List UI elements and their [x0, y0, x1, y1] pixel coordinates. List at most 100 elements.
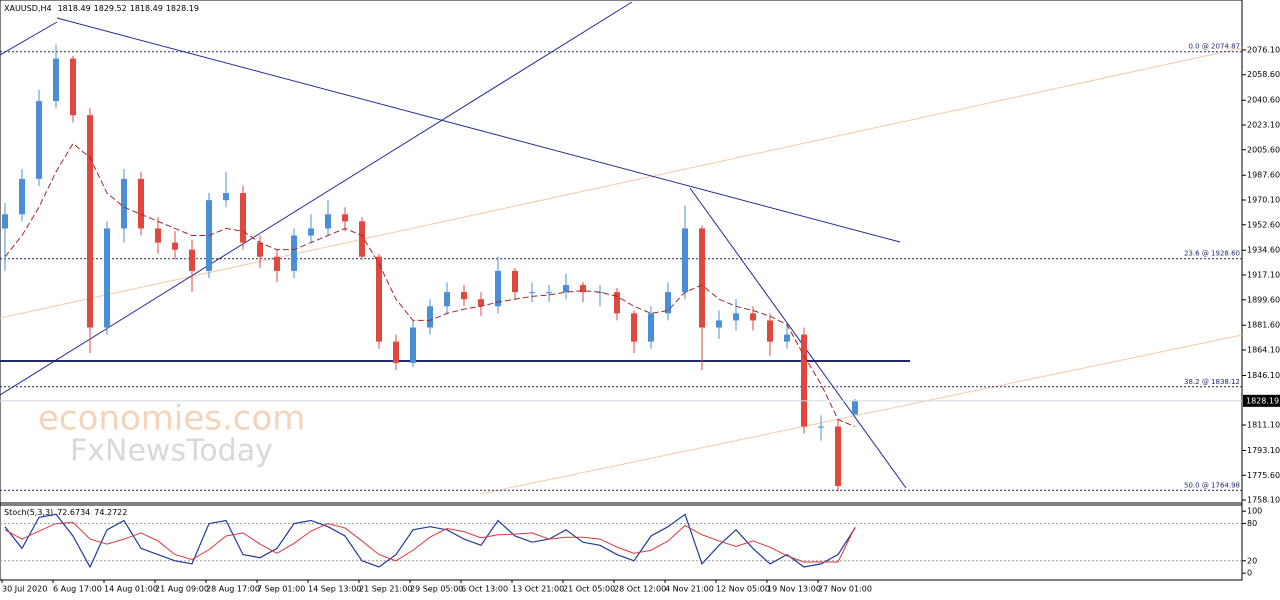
x-tick-label: 6 Oct 13:00 — [461, 585, 508, 594]
candle-body — [563, 285, 569, 293]
y-tick-label: 1952.60 — [1247, 220, 1280, 229]
x-tick-label: 13 Oct 21:00 — [512, 585, 564, 594]
candle-body — [393, 341, 399, 363]
candle-body — [784, 334, 790, 342]
x-tick-label: 28 Aug 17:00 — [206, 585, 260, 594]
watermark: FxNewsToday — [70, 434, 273, 469]
chart-header: XAUUSD,H4 1818.49 1829.52 1818.49 1828.19 — [4, 4, 199, 13]
y-tick-label: 2076.10 — [1247, 45, 1280, 54]
x-tick-label: 30 Jul 2020 — [2, 585, 47, 594]
current-price-box — [1243, 394, 1280, 407]
candle-body — [512, 270, 518, 293]
ohlc-close: 1828.19 — [166, 4, 199, 13]
candle-body — [291, 235, 297, 271]
x-tick-label: 21 Aug 09:00 — [155, 585, 209, 594]
candle-body — [19, 178, 25, 215]
x-tick-label: 19 Nov 13:00 — [767, 585, 821, 594]
watermark: economies.com — [38, 399, 305, 439]
y-tick-label: 1864.10 — [1247, 346, 1280, 355]
stoch-tick-label: 100 — [1247, 507, 1262, 516]
stoch-tick-label: 80 — [1247, 519, 1257, 528]
candle-body — [53, 58, 59, 102]
candle-body — [121, 178, 127, 229]
x-tick-label: 12 Nov 05:00 — [716, 585, 770, 594]
candle-body — [546, 292, 552, 294]
x-tick-label: 28 Oct 12:00 — [614, 585, 666, 594]
candle-body — [325, 214, 331, 229]
candle-body — [223, 193, 229, 201]
candle-body — [172, 242, 178, 250]
plot-frame — [0, 0, 1243, 581]
candle-body — [699, 228, 705, 328]
y-tick-label: 1899.60 — [1247, 295, 1280, 304]
candle-body — [818, 426, 824, 428]
candle-body — [750, 313, 756, 321]
candle-body — [138, 178, 144, 229]
ohlc-high: 1829.52 — [94, 4, 127, 13]
candle-body — [733, 313, 739, 321]
y-tick-label: 1934.60 — [1247, 246, 1280, 255]
candle-body — [716, 320, 722, 328]
candle-body — [376, 256, 382, 342]
candle-body — [257, 242, 263, 257]
stoch-tick-label: 0 — [1247, 569, 1252, 578]
candle-body — [104, 228, 110, 328]
trend-line — [56, 17, 901, 243]
x-tick-label: 14 Aug 01:00 — [104, 585, 158, 594]
candle-body — [240, 193, 246, 243]
candle-body — [648, 313, 654, 342]
y-tick-label: 1793.10 — [1247, 446, 1280, 455]
current-price-label: 1828.19 — [1246, 396, 1279, 405]
trend-line — [0, 21, 58, 56]
x-tick-label: 6 Aug 17:00 — [53, 585, 102, 594]
y-tick-label: 1811.10 — [1247, 421, 1280, 430]
ohlc-low: 1818.49 — [130, 4, 163, 13]
y-tick-label: 1881.60 — [1247, 321, 1280, 330]
x-tick-label: 21 Oct 05:00 — [563, 585, 615, 594]
ohlc-open: 1818.49 — [58, 4, 91, 13]
stoch-header: Stoch(5,3,3) 72.6734 74.2722 — [4, 508, 127, 517]
fib-label: 0.0 @ 2074.87 — [1188, 43, 1240, 51]
stoch-d: 74.2722 — [94, 508, 127, 517]
candle-body — [359, 221, 365, 257]
symbol: XAUUSD,H4 — [4, 4, 52, 13]
candle-body — [2, 214, 8, 229]
y-tick-label: 1775.60 — [1247, 471, 1280, 480]
x-tick-label: 29 Sep 05:00 — [410, 585, 463, 594]
candle-body — [410, 327, 416, 363]
moving-average — [4, 142, 856, 428]
stoch-d — [4, 521, 856, 563]
candle-body — [767, 320, 773, 342]
fib-label: 38.2 @ 1838.12 — [1184, 378, 1240, 386]
candle-body — [580, 285, 586, 293]
candle-body — [308, 228, 314, 236]
channel-line — [0, 47, 1243, 319]
candle-body — [87, 115, 93, 328]
candle-body — [342, 214, 348, 222]
y-tick-label: 1917.10 — [1247, 271, 1280, 280]
stoch-tick-label: 20 — [1247, 556, 1257, 565]
candle-body — [665, 292, 671, 314]
channel-line — [479, 334, 1243, 495]
candle-body — [36, 101, 42, 179]
x-tick-label: 4 Nov 21:00 — [665, 585, 714, 594]
y-tick-label: 1970.10 — [1247, 195, 1280, 204]
candle-body — [427, 306, 433, 328]
candle-body — [155, 228, 161, 243]
candle-body — [682, 228, 688, 293]
y-tick-label: 1846.10 — [1247, 371, 1280, 380]
fib-label: 50.0 @ 1764.98 — [1184, 481, 1240, 489]
y-tick-label: 2058.60 — [1247, 70, 1280, 79]
x-tick-label: 7 Sep 01:00 — [257, 585, 305, 594]
stoch-k — [4, 513, 856, 569]
candle-body — [529, 292, 535, 294]
trend-line — [689, 187, 907, 489]
candle-body — [835, 426, 841, 487]
candle-body — [189, 249, 195, 271]
y-tick-label: 2040.60 — [1247, 96, 1280, 105]
fib-label: 23.6 @ 1928.60 — [1184, 250, 1240, 258]
y-tick-label: 2023.10 — [1247, 120, 1280, 129]
candle-body — [461, 292, 467, 300]
candle-body — [852, 400, 858, 415]
